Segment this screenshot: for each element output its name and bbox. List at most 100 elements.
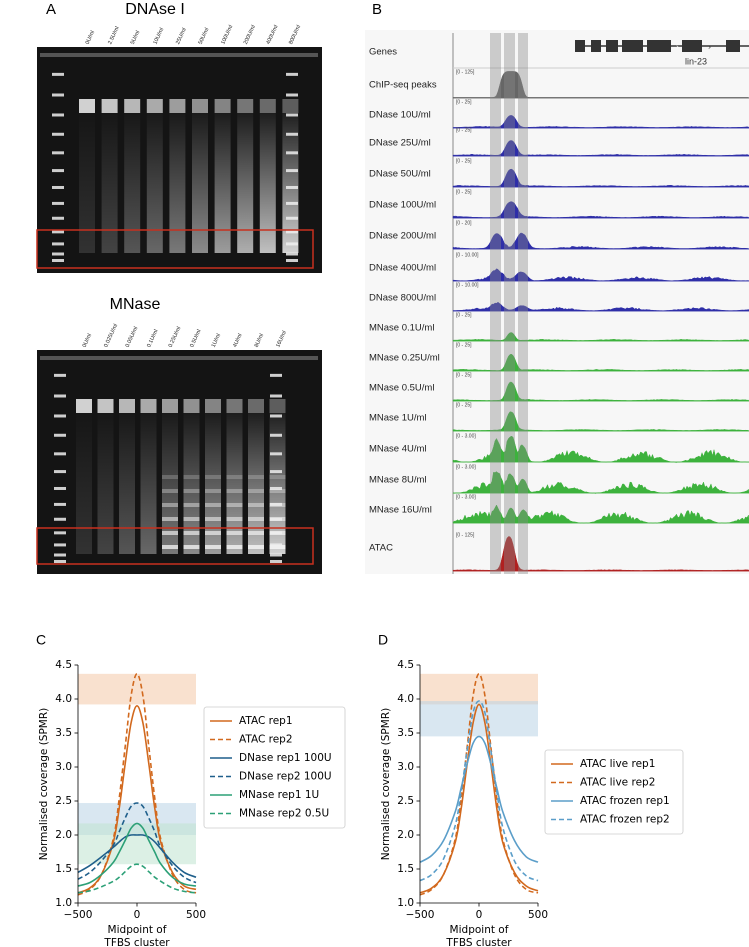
lane-main-band bbox=[146, 99, 163, 113]
ladder-band bbox=[270, 502, 282, 506]
nucleosome-band bbox=[248, 531, 264, 535]
lane-smear bbox=[237, 113, 254, 253]
track-range: [0 - 25] bbox=[456, 158, 472, 164]
y-tick-label: 1.0 bbox=[55, 897, 72, 909]
coverage-track bbox=[452, 232, 749, 250]
x-tick-label: 500 bbox=[528, 909, 548, 921]
x-axis-label: TFBS cluster bbox=[103, 937, 170, 947]
y-tick-label: 1.0 bbox=[397, 897, 414, 909]
nucleosome-band bbox=[183, 531, 200, 535]
y-tick-label: 4.0 bbox=[55, 693, 72, 705]
x-axis-label: Midpoint of bbox=[108, 924, 167, 936]
track-label: DNase 50U/ml bbox=[369, 169, 431, 180]
ladder-band bbox=[270, 486, 282, 490]
lane-main-band bbox=[248, 399, 264, 413]
lane-main-band bbox=[259, 99, 276, 113]
lane-label: 0.5U/ml bbox=[189, 329, 202, 349]
track-range: [0 - 125] bbox=[456, 69, 475, 75]
lane-main-band bbox=[226, 399, 243, 413]
lane-main-band bbox=[169, 99, 186, 113]
legend-label: MNase rep2 0.5U bbox=[239, 808, 329, 820]
lane-label: 25U/ml bbox=[175, 27, 188, 45]
panel-letter: B bbox=[372, 1, 382, 18]
ladder-band bbox=[286, 169, 298, 173]
nucleosome-band bbox=[162, 545, 178, 549]
lane-label: 2.5U/ml bbox=[107, 26, 120, 46]
ladder-band bbox=[52, 259, 64, 262]
series-line bbox=[77, 672, 197, 896]
ladder-band bbox=[52, 132, 64, 136]
ladder-band bbox=[286, 242, 298, 246]
x-axis-label: Midpoint of bbox=[450, 924, 509, 936]
charts: C 1.0 1.5 2.0 2.5 3.0 3.5 4.0 4.5 −500 0 500 Midpoin… bbox=[36, 632, 684, 947]
lane-main-band bbox=[97, 399, 114, 413]
ladder-band bbox=[286, 185, 298, 189]
series-line bbox=[77, 863, 197, 894]
legend-label: ATAC frozen rep2 bbox=[580, 814, 670, 826]
coverage-track bbox=[452, 353, 749, 372]
track-range: [0 - 3.00] bbox=[456, 433, 476, 439]
track-range: [0 - 25] bbox=[456, 189, 472, 195]
track-label: DNase 100U/ml bbox=[369, 200, 436, 211]
track-label: DNase 800U/ml bbox=[369, 293, 436, 304]
legend-label: ATAC live rep2 bbox=[580, 777, 655, 789]
lane-label: 8U/ml bbox=[254, 333, 266, 349]
legend-label: ATAC rep2 bbox=[239, 734, 293, 746]
lane-label: 0U/ml bbox=[85, 30, 97, 46]
y-tick-label: 3.5 bbox=[397, 727, 414, 739]
track-label: MNase 0.25U/ml bbox=[369, 353, 440, 364]
ladder-band bbox=[52, 151, 64, 155]
nucleosome-band bbox=[183, 475, 200, 479]
y-tick-label: 2.5 bbox=[397, 795, 414, 807]
track-range: [0 - 25] bbox=[456, 99, 472, 105]
lane-smear bbox=[97, 413, 114, 554]
highlight-column bbox=[518, 33, 528, 574]
track-label: MNase 8U/ml bbox=[369, 475, 427, 486]
ladder-band bbox=[286, 216, 298, 220]
x-tick-label: −500 bbox=[64, 909, 93, 921]
nucleosome-band bbox=[248, 489, 264, 493]
nucleosome-band bbox=[248, 545, 264, 549]
ladder-band bbox=[286, 72, 298, 76]
track-label: MNase 4U/ml bbox=[369, 444, 427, 455]
y-tick-label: 3.0 bbox=[55, 761, 72, 773]
track-label: MNase 0.5U/ml bbox=[369, 383, 434, 394]
nucleosome-band bbox=[226, 517, 243, 521]
y-axis-label: Normalised coverage (SPMR) bbox=[380, 708, 392, 860]
lane-label: 0.025U/ml bbox=[103, 323, 119, 348]
ladder-band bbox=[270, 470, 282, 474]
legend-label: ATAC rep1 bbox=[239, 715, 293, 727]
lane-label: 0.05U/ml bbox=[125, 326, 140, 348]
ladder-band bbox=[52, 185, 64, 189]
coverage-track bbox=[452, 201, 749, 219]
y-tick-label: 2.5 bbox=[55, 795, 72, 807]
nucleosome-band bbox=[205, 517, 221, 521]
ladder-band bbox=[52, 72, 64, 76]
track-label: DNase 200U/ml bbox=[369, 231, 436, 242]
nucleosome-band bbox=[205, 545, 221, 549]
ladder-band bbox=[270, 560, 282, 563]
svg-text:›: › bbox=[676, 43, 679, 52]
ladder-band bbox=[54, 560, 66, 563]
y-tick-label: 3.0 bbox=[397, 761, 414, 773]
coverage-track bbox=[452, 536, 749, 572]
shaded-range bbox=[420, 673, 538, 705]
ladder-band bbox=[286, 230, 298, 234]
y-tick-label: 3.5 bbox=[55, 727, 72, 739]
highlight-column bbox=[490, 33, 501, 574]
ladder-band bbox=[270, 394, 282, 398]
gene-model: › › bbox=[575, 40, 749, 52]
lane-label: 10U/ml bbox=[152, 27, 165, 45]
ladder-band bbox=[52, 242, 64, 246]
legend-label: ATAC frozen rep1 bbox=[580, 795, 670, 807]
nucleosome-band bbox=[248, 517, 264, 521]
panel-letter: A bbox=[46, 1, 56, 18]
track-range: [0 - 25] bbox=[456, 342, 472, 348]
ladder-band bbox=[52, 93, 64, 97]
track-label: DNase 25U/ml bbox=[369, 138, 431, 149]
lane-label: 0U/ml bbox=[82, 333, 94, 349]
ladder-band bbox=[286, 132, 298, 136]
lane-main-band bbox=[214, 99, 231, 113]
y-tick-label: 2.0 bbox=[55, 829, 72, 841]
